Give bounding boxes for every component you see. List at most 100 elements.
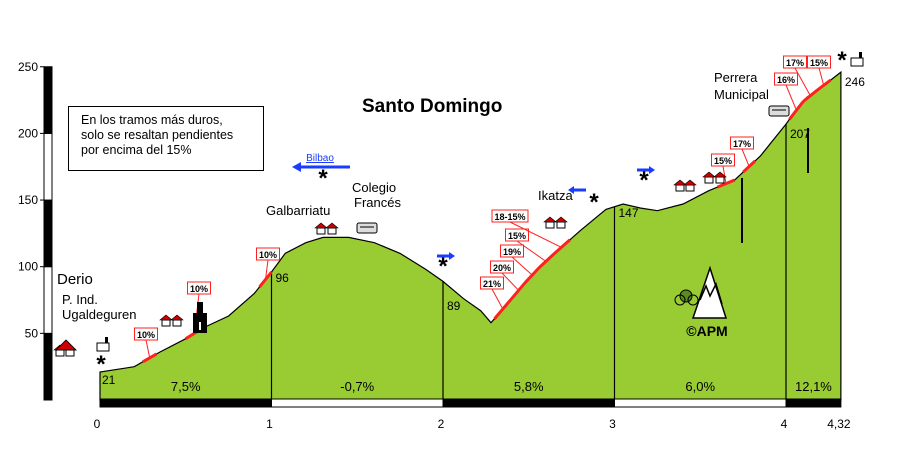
elevation-label-0: 21 [102,373,116,387]
steep-mark-2 [258,271,273,288]
steep-mark-10 [788,100,805,121]
steep-box-8 [711,153,735,167]
elevation-label-1: 96 [276,271,290,285]
junction-asterisk-3: * [589,189,599,216]
house-icon-6 [673,179,687,192]
steep-box-6 [505,228,529,242]
steep-leader-11 [794,67,811,96]
y-tick-label-0: 50 [25,326,39,340]
steep-label-0: 10% [137,330,155,340]
house-icon-9 [713,171,727,184]
steep-label-6: 15% [508,231,526,241]
x-tick-label-3: 3 [609,417,616,431]
place-perrera2: Municipal [714,87,769,102]
x-ruler-band-4 [785,398,842,408]
steep-box-0 [134,327,158,341]
y-ruler-band-0 [43,332,53,401]
junction-asterisk-1: * [318,165,328,192]
place-perrera1: Perrera [714,70,758,85]
elevation-label-2: 89 [447,299,461,313]
note-line-1: En los tramos más duros, [81,113,223,127]
steep-label-1: 10% [190,284,208,294]
steep-leader-3 [491,288,504,310]
note-line-3: por encima del 15% [81,143,192,157]
steep-label-4: 20% [493,263,511,273]
steep-leader-0 [145,339,151,358]
steep-leader-12 [818,67,825,86]
junction-asterisk-0: * [96,351,106,378]
steep-leader-6 [516,240,547,262]
steep-leader-4 [501,272,519,291]
note-box: En los tramos más duros, solo se resalta… [68,106,264,171]
steep-label-12: 15% [810,58,828,68]
steep-mark-11 [802,89,818,103]
steep-leader-8 [722,165,727,184]
steep-label-5: 19% [503,247,521,257]
x-ruler-band-3 [614,398,787,408]
apm-logo [674,265,728,319]
place-colegio1: Colegio [352,180,396,195]
factory-icon-1 [850,52,864,67]
place-pind: P. Ind. [62,292,98,307]
steep-leader-7 [509,221,562,248]
y-ruler-band-2 [43,199,53,268]
steep-box-3 [480,276,504,290]
note-line-2: solo se resaltan pendientes [81,128,234,142]
kennel-icon [768,105,790,117]
house-icon-0 [159,314,173,327]
steep-label-10: 16% [777,75,795,85]
y-ruler-band-3 [43,132,53,201]
house-icon-3 [325,222,339,235]
steep-mark-4 [510,281,527,300]
bilbao-arrow-head [292,162,301,172]
junction-asterisk-2: * [438,253,448,280]
steep-leader-5 [511,256,533,276]
place-ugaldeguren: Ugaldeguren [62,307,136,322]
steep-box-2 [256,247,280,261]
steep-box-5 [500,244,524,258]
steep-mark-7 [551,238,571,257]
steep-label-3: 21% [483,279,501,289]
direction-arrowhead-0 [449,252,455,260]
house-icon-2 [314,222,328,235]
steep-box-1 [187,281,211,295]
segment-grade-1: -0,7% [340,379,374,394]
chart-title: Santo Domingo [362,96,503,117]
watermark-text: ©APM [686,323,727,339]
x-ruler-band-1 [271,398,444,408]
junction-asterisk-5: * [837,47,847,74]
x-ruler-band-0 [99,398,272,408]
bilbao-label: Bilbao [306,153,334,164]
steep-label-7: 18-15% [494,212,525,222]
x-tick-label-5: 4,32 [827,417,851,431]
icon-layer: * * * * * * [53,47,864,378]
house-icon-1 [170,314,184,327]
junction-asterisk-4: * [639,167,649,194]
church-icon [55,339,77,351]
factory-icon-0 [96,337,110,352]
x-tick-label-4: 4 [781,417,788,431]
elevation-label-4: 207 [790,127,810,141]
steep-box-10 [774,72,798,86]
label-layer: 7,5% -0,7% 5,8% 6,0% 12,1% 21 96 89 147 207 246 Der… [57,70,865,394]
direction-arrowhead-1 [568,186,574,194]
place-galbarriatu: Galbarriatu [266,203,330,218]
place-ikatza: Ikatza [538,188,573,203]
elevation-label-5: 246 [845,75,865,89]
steep-layer: 10%10%10%21%20%19%15%18-15%15%17%16%17% 1… [134,55,832,364]
school-icon [356,222,378,234]
house-icon-8 [702,171,716,184]
segment-grade-3: 6,0% [685,379,715,394]
steep-leader-10 [785,84,797,111]
steep-label-2: 10% [259,250,277,260]
steep-box-12 [807,55,831,69]
steep-leader-9 [741,148,750,167]
y-ruler-band-4 [43,66,53,134]
steep-label-9: 17% [733,139,751,149]
segment-grade-2: 5,8% [514,379,544,394]
x-tick-label-0: 0 [94,417,101,431]
house-icon-4 [543,216,557,229]
y-tick-label-4: 250 [18,60,38,74]
steep-box-4 [490,260,514,274]
segment-grade-0: 7,5% [171,379,201,394]
